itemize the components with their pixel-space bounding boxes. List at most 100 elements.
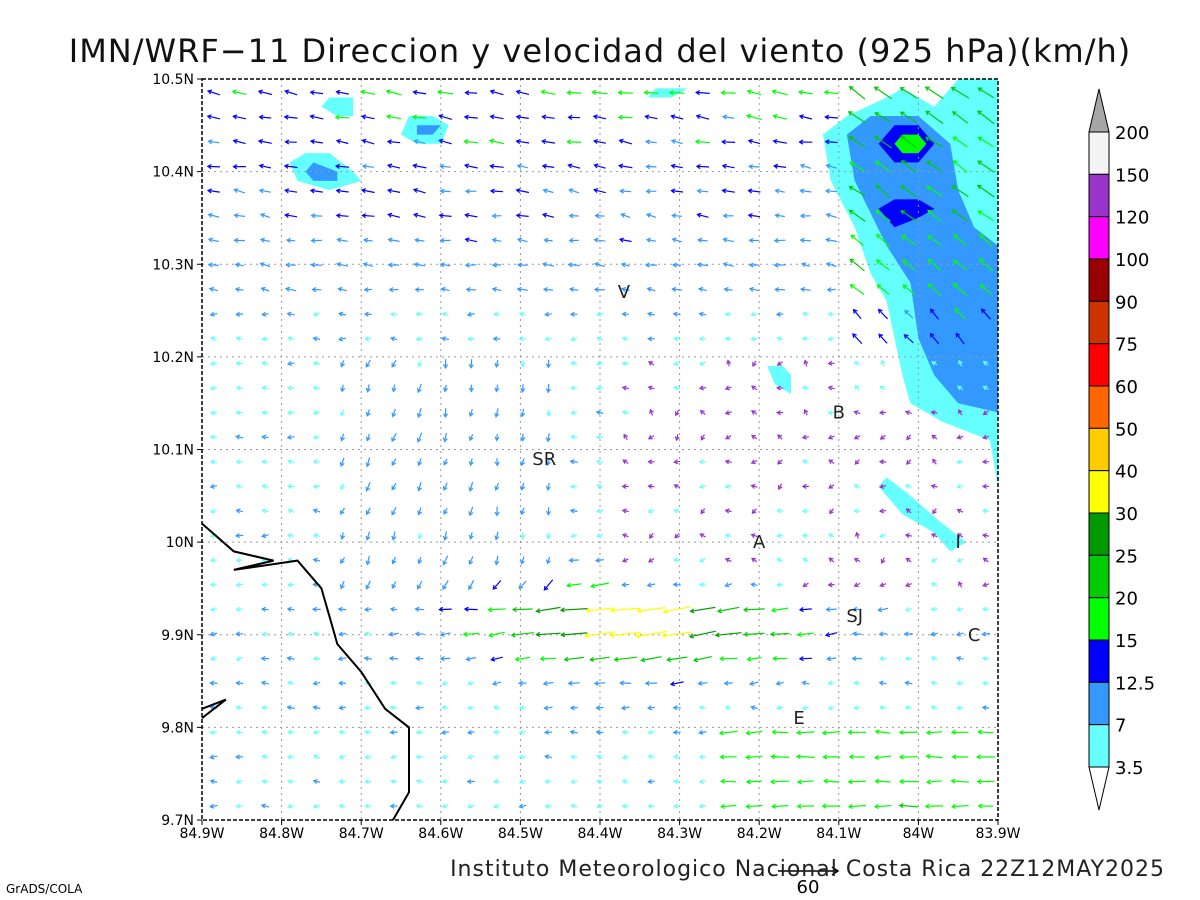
wind-vector [287,533,295,539]
wind-vector [414,287,425,293]
wind-vector [798,607,812,613]
wind-vector [749,680,759,686]
wind-vector [719,803,737,810]
wind-vector [874,729,891,735]
wind-vector [774,213,785,219]
wind-vector [364,606,372,612]
wind-vector [724,483,732,489]
wind-vector [956,434,964,440]
lat-tick-label: 10.1N [152,443,194,459]
wind-vector [309,89,324,96]
colorbar-box [1088,173,1110,218]
wind-vector [646,311,655,317]
wind-vector [232,138,246,145]
wind-vector [671,262,682,268]
wind-vector [878,508,887,514]
wind-vector [209,311,218,317]
wind-vector [413,212,426,218]
wind-vector [261,631,269,637]
wind-vector [981,483,990,489]
wind-vector [235,434,244,440]
wind-vector [848,186,866,197]
wind-vector [518,580,527,590]
wind-vector [979,233,993,247]
wind-vector [312,680,321,686]
wind-vector [770,754,790,760]
wind-vector [569,286,579,293]
wind-vector [518,336,526,342]
wind-vector [464,262,477,268]
wind-vector [925,110,944,125]
wind-vector [570,410,578,415]
wind-vector [414,237,425,243]
wind-vector [799,188,812,194]
wind-vector [361,163,374,169]
wind-vector [489,188,504,194]
wind-vector [261,508,269,514]
wind-vector [697,680,708,686]
wind-vector [719,656,738,662]
wind-vector [955,655,964,662]
wind-vector [364,778,372,785]
wind-vector [930,483,938,489]
wind-vector [698,483,706,489]
wind-vector [930,533,938,538]
wind-vector [801,705,810,711]
wind-vector [700,434,706,441]
wind-vector [698,311,707,317]
wind-vector [309,139,323,145]
wind-vector [286,655,295,661]
wind-vector [724,385,732,391]
wind-vector [825,188,838,194]
wind-vector [879,533,887,538]
wind-vector [772,114,787,120]
wind-vector [261,484,269,489]
wind-vector [541,212,555,218]
wind-vector [823,778,840,784]
wind-vector [539,656,557,662]
wind-vector [931,385,938,391]
wind-vector [647,754,655,760]
wind-vector [955,631,964,637]
colorbar-label: 100 [1115,250,1149,271]
wind-vector [925,753,943,759]
wind-vector [511,606,533,613]
wind-vector [595,311,604,317]
wind-vector [695,90,710,96]
wind-vector [387,237,400,243]
wind-vector [595,754,604,760]
wind-vector [977,729,994,735]
wind-vector [207,212,220,218]
wind-vector [796,730,815,736]
wind-vector [568,213,579,219]
wind-vector [515,139,530,145]
lat-tick-label: 9.9N [161,628,194,644]
wind-vector [287,582,295,588]
credit-text: GrADS/COLA [6,882,83,896]
wind-vector [898,729,918,736]
wind-vector [847,729,867,735]
wind-vector [853,705,861,711]
wind-vector [391,458,397,467]
wind-vector [951,185,969,198]
wind-vector [260,803,270,809]
wind-vector [468,433,474,442]
wind-vector [848,209,866,222]
wind-vector [313,754,320,760]
wind-vector [310,262,323,268]
wind-vector [258,163,272,169]
wind-vector [261,434,269,440]
wind-vector [924,86,944,100]
wind-vector [518,680,527,686]
colorbar-label: 150 [1115,165,1149,186]
wind-vector [363,287,372,293]
wind-vector [747,138,761,145]
wind-vector [287,385,295,391]
wind-vector [595,778,604,785]
wind-vector [235,483,243,489]
wind-vector [593,680,606,686]
wind-vector [825,163,837,169]
wind-vector [930,606,938,612]
lon-tick-label: 84.8W [259,826,304,842]
